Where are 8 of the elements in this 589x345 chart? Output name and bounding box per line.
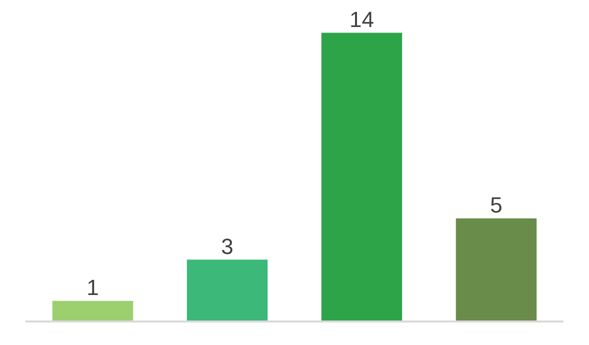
data-label: 1	[86, 275, 99, 300]
data-label: 3	[221, 234, 234, 259]
bar	[321, 32, 402, 322]
bar	[456, 218, 537, 322]
bar	[186, 260, 268, 322]
data-label: 14	[350, 6, 374, 32]
data-label: 5	[490, 192, 502, 218]
bar	[52, 300, 134, 322]
